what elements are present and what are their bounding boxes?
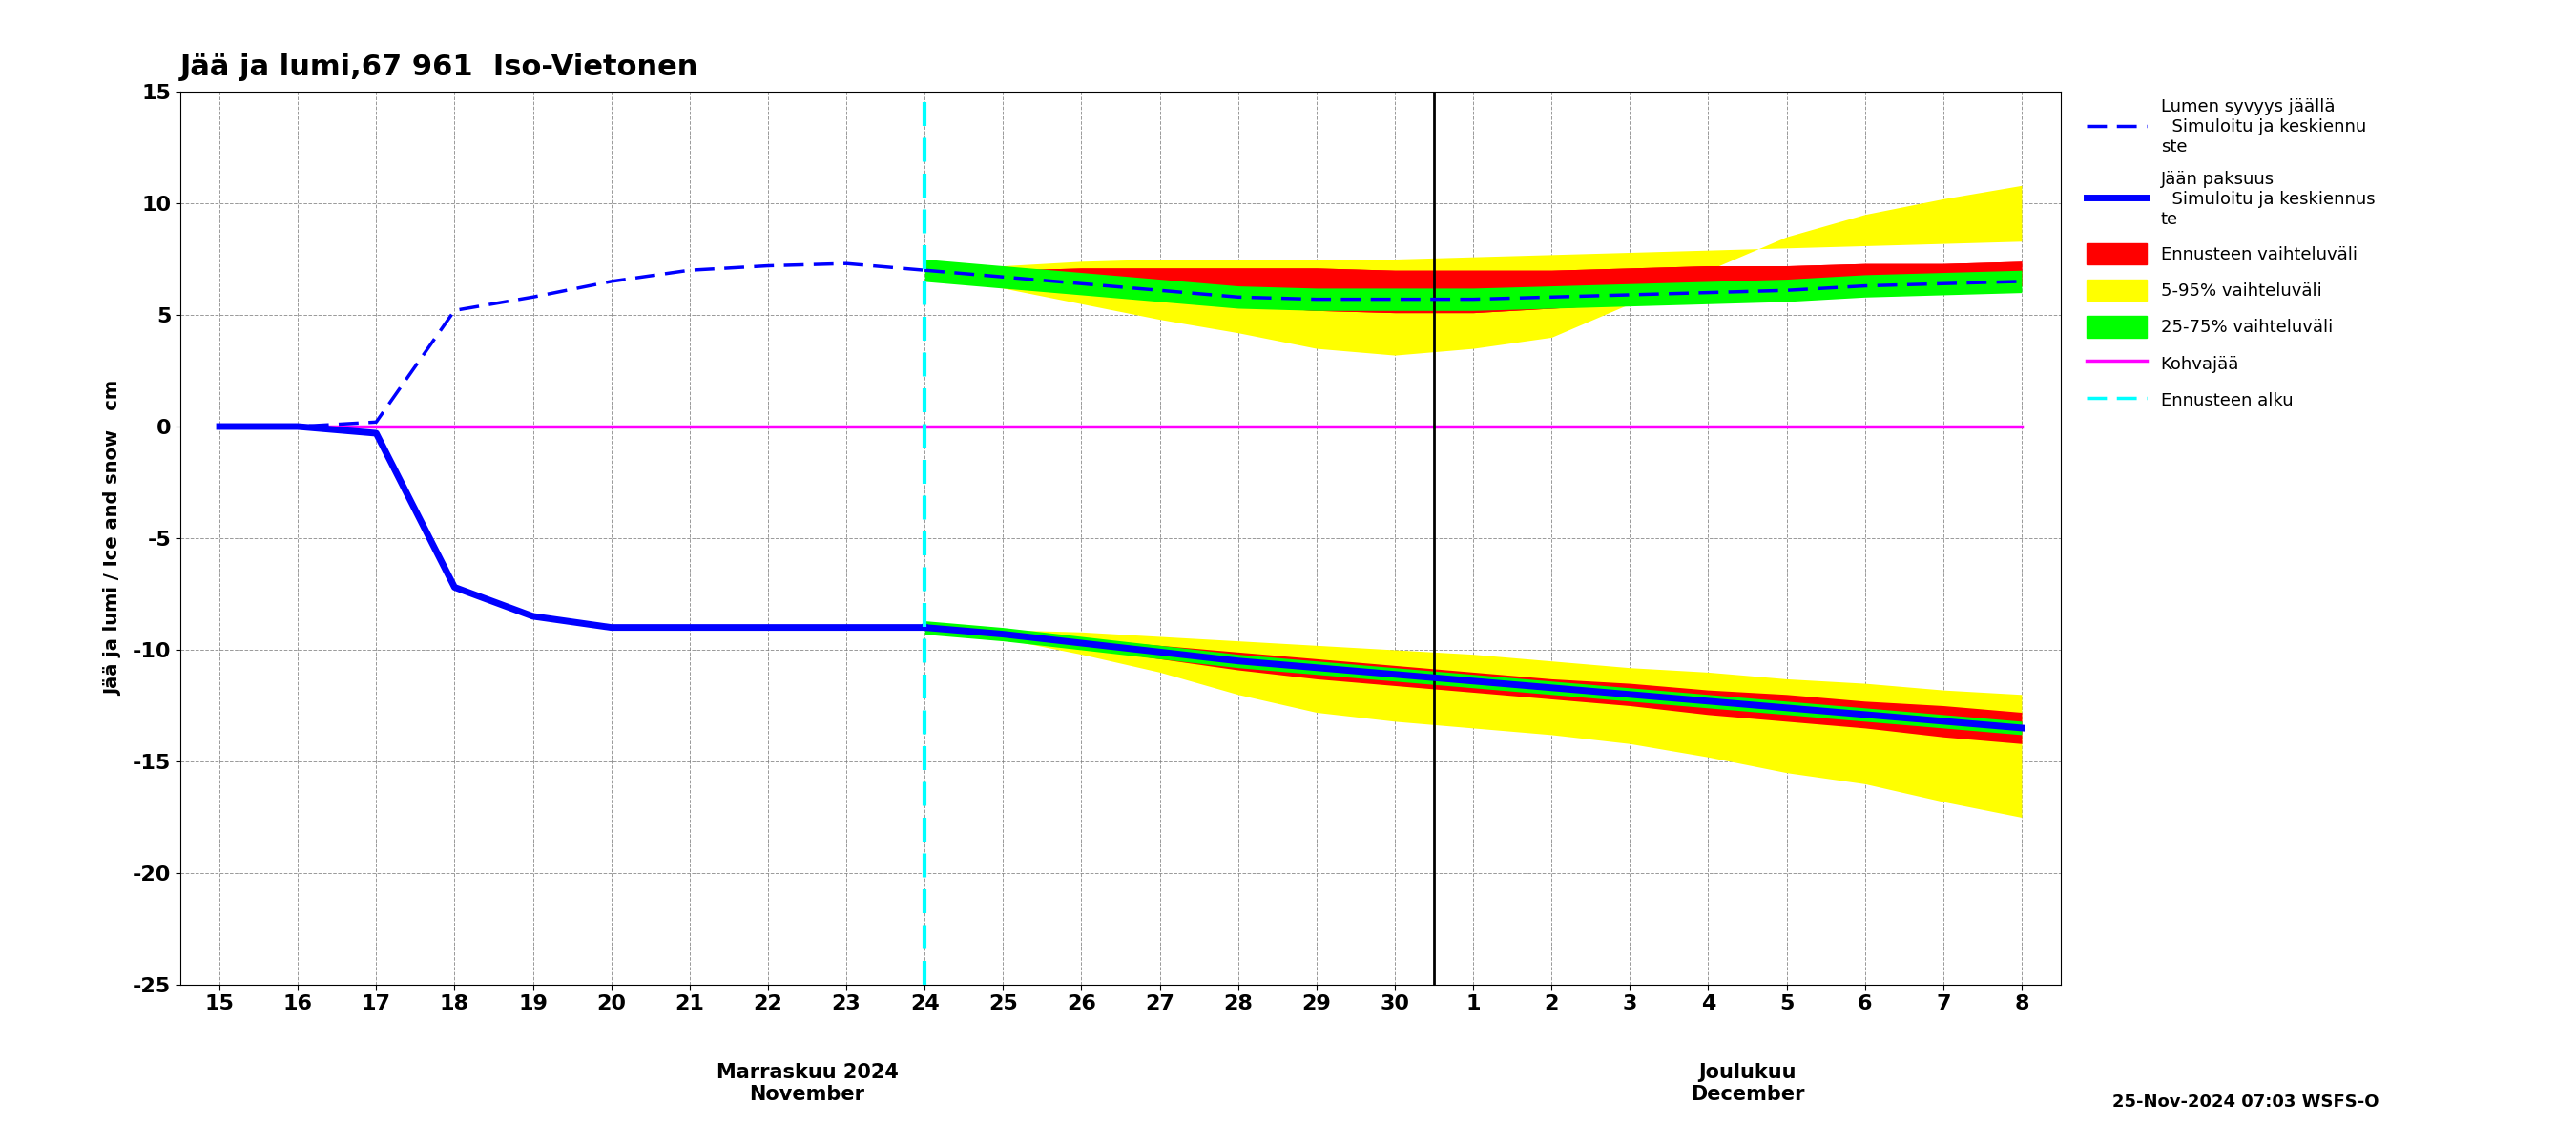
Y-axis label: Jää ja lumi / Ice and snow   cm: Jää ja lumi / Ice and snow cm — [103, 380, 121, 696]
Legend: Lumen syvyys jäällä
  Simuloitu ja keskiennu
ste, Jään paksuus
  Simuloitu ja ke: Lumen syvyys jäällä Simuloitu ja keskien… — [2079, 92, 2383, 417]
Text: Marraskuu 2024
November: Marraskuu 2024 November — [716, 1063, 899, 1104]
Text: Jää ja lumi,67 961  Iso-Vietonen: Jää ja lumi,67 961 Iso-Vietonen — [180, 54, 698, 81]
Text: 25-Nov-2024 07:03 WSFS-O: 25-Nov-2024 07:03 WSFS-O — [2112, 1093, 2380, 1111]
Text: Joulukuu
December: Joulukuu December — [1690, 1063, 1803, 1104]
